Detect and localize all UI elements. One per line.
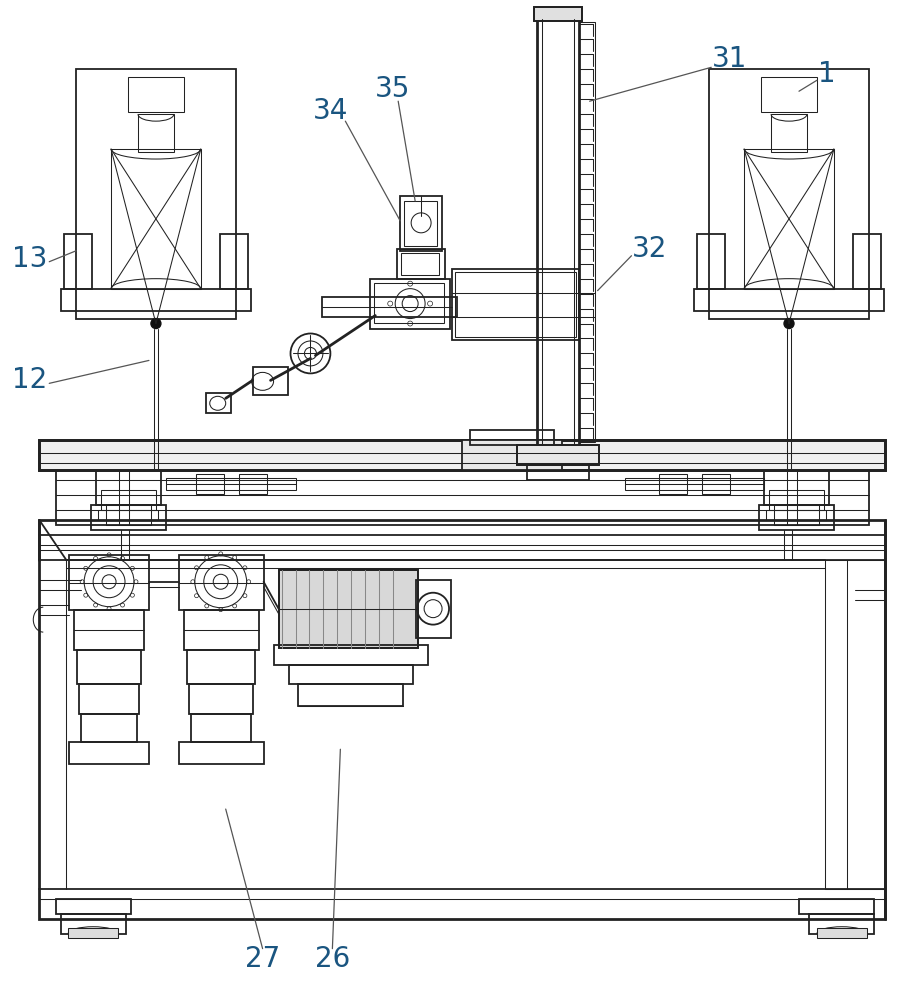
Bar: [206, 393, 230, 413]
Bar: [397, 249, 445, 279]
Bar: [274, 645, 428, 665]
Bar: [179, 742, 264, 764]
Bar: [68, 928, 118, 938]
Text: 13: 13: [12, 245, 47, 273]
Bar: [766, 510, 826, 520]
Bar: [61, 914, 126, 934]
Text: 1: 1: [818, 60, 835, 88]
Bar: [77, 69, 236, 319]
Bar: [744, 149, 833, 289]
Bar: [400, 196, 442, 251]
Circle shape: [784, 319, 794, 329]
Bar: [703, 474, 730, 494]
Bar: [624, 478, 764, 490]
Bar: [91, 505, 166, 530]
Bar: [825, 560, 885, 889]
Bar: [371, 279, 450, 329]
Bar: [278, 570, 419, 648]
Bar: [69, 742, 149, 764]
Bar: [166, 478, 295, 490]
Bar: [526, 465, 588, 480]
Bar: [817, 928, 867, 938]
Circle shape: [151, 319, 161, 329]
Bar: [179, 555, 264, 610]
Bar: [761, 77, 817, 112]
Bar: [517, 445, 598, 465]
Text: 32: 32: [632, 235, 668, 263]
Bar: [517, 445, 598, 465]
Bar: [659, 474, 687, 494]
Text: 31: 31: [712, 45, 747, 73]
Bar: [579, 22, 595, 442]
Bar: [253, 367, 288, 395]
Bar: [189, 684, 253, 714]
Bar: [101, 490, 156, 510]
Bar: [774, 505, 819, 525]
Bar: [81, 714, 137, 742]
Bar: [537, 19, 579, 445]
Bar: [299, 684, 403, 706]
Bar: [534, 7, 582, 21]
Bar: [462, 440, 561, 470]
Bar: [56, 899, 131, 914]
Bar: [416, 580, 451, 638]
Bar: [404, 201, 437, 246]
Bar: [452, 269, 579, 340]
Bar: [77, 650, 141, 684]
Bar: [374, 283, 444, 323]
Bar: [401, 253, 439, 275]
Bar: [195, 474, 224, 494]
Bar: [187, 650, 254, 684]
Bar: [79, 684, 139, 714]
Bar: [534, 7, 582, 21]
Text: 34: 34: [313, 97, 349, 125]
Bar: [799, 899, 874, 914]
Bar: [853, 234, 881, 289]
Bar: [771, 114, 807, 152]
Bar: [183, 610, 258, 650]
Bar: [697, 234, 726, 289]
Bar: [764, 470, 829, 505]
Bar: [219, 234, 248, 289]
Bar: [138, 114, 174, 152]
Text: 12: 12: [12, 366, 47, 394]
Bar: [40, 520, 885, 919]
Bar: [98, 510, 158, 520]
Bar: [61, 289, 251, 311]
Bar: [40, 440, 885, 470]
Bar: [759, 505, 833, 530]
Bar: [455, 272, 575, 337]
Bar: [289, 665, 413, 684]
Bar: [65, 234, 92, 289]
Bar: [809, 914, 874, 934]
Bar: [40, 440, 885, 470]
Bar: [56, 470, 869, 525]
Bar: [191, 714, 251, 742]
Bar: [128, 77, 183, 112]
Bar: [278, 570, 419, 648]
Bar: [96, 470, 161, 505]
Bar: [106, 505, 151, 525]
Text: 27: 27: [245, 945, 280, 973]
Text: 26: 26: [314, 945, 350, 973]
Bar: [694, 289, 883, 311]
Bar: [111, 149, 201, 289]
Bar: [769, 490, 824, 510]
Bar: [239, 474, 266, 494]
Bar: [709, 69, 869, 319]
Bar: [323, 297, 457, 317]
Bar: [470, 430, 554, 445]
Bar: [74, 610, 144, 650]
Text: 35: 35: [374, 75, 410, 103]
Bar: [69, 555, 149, 610]
